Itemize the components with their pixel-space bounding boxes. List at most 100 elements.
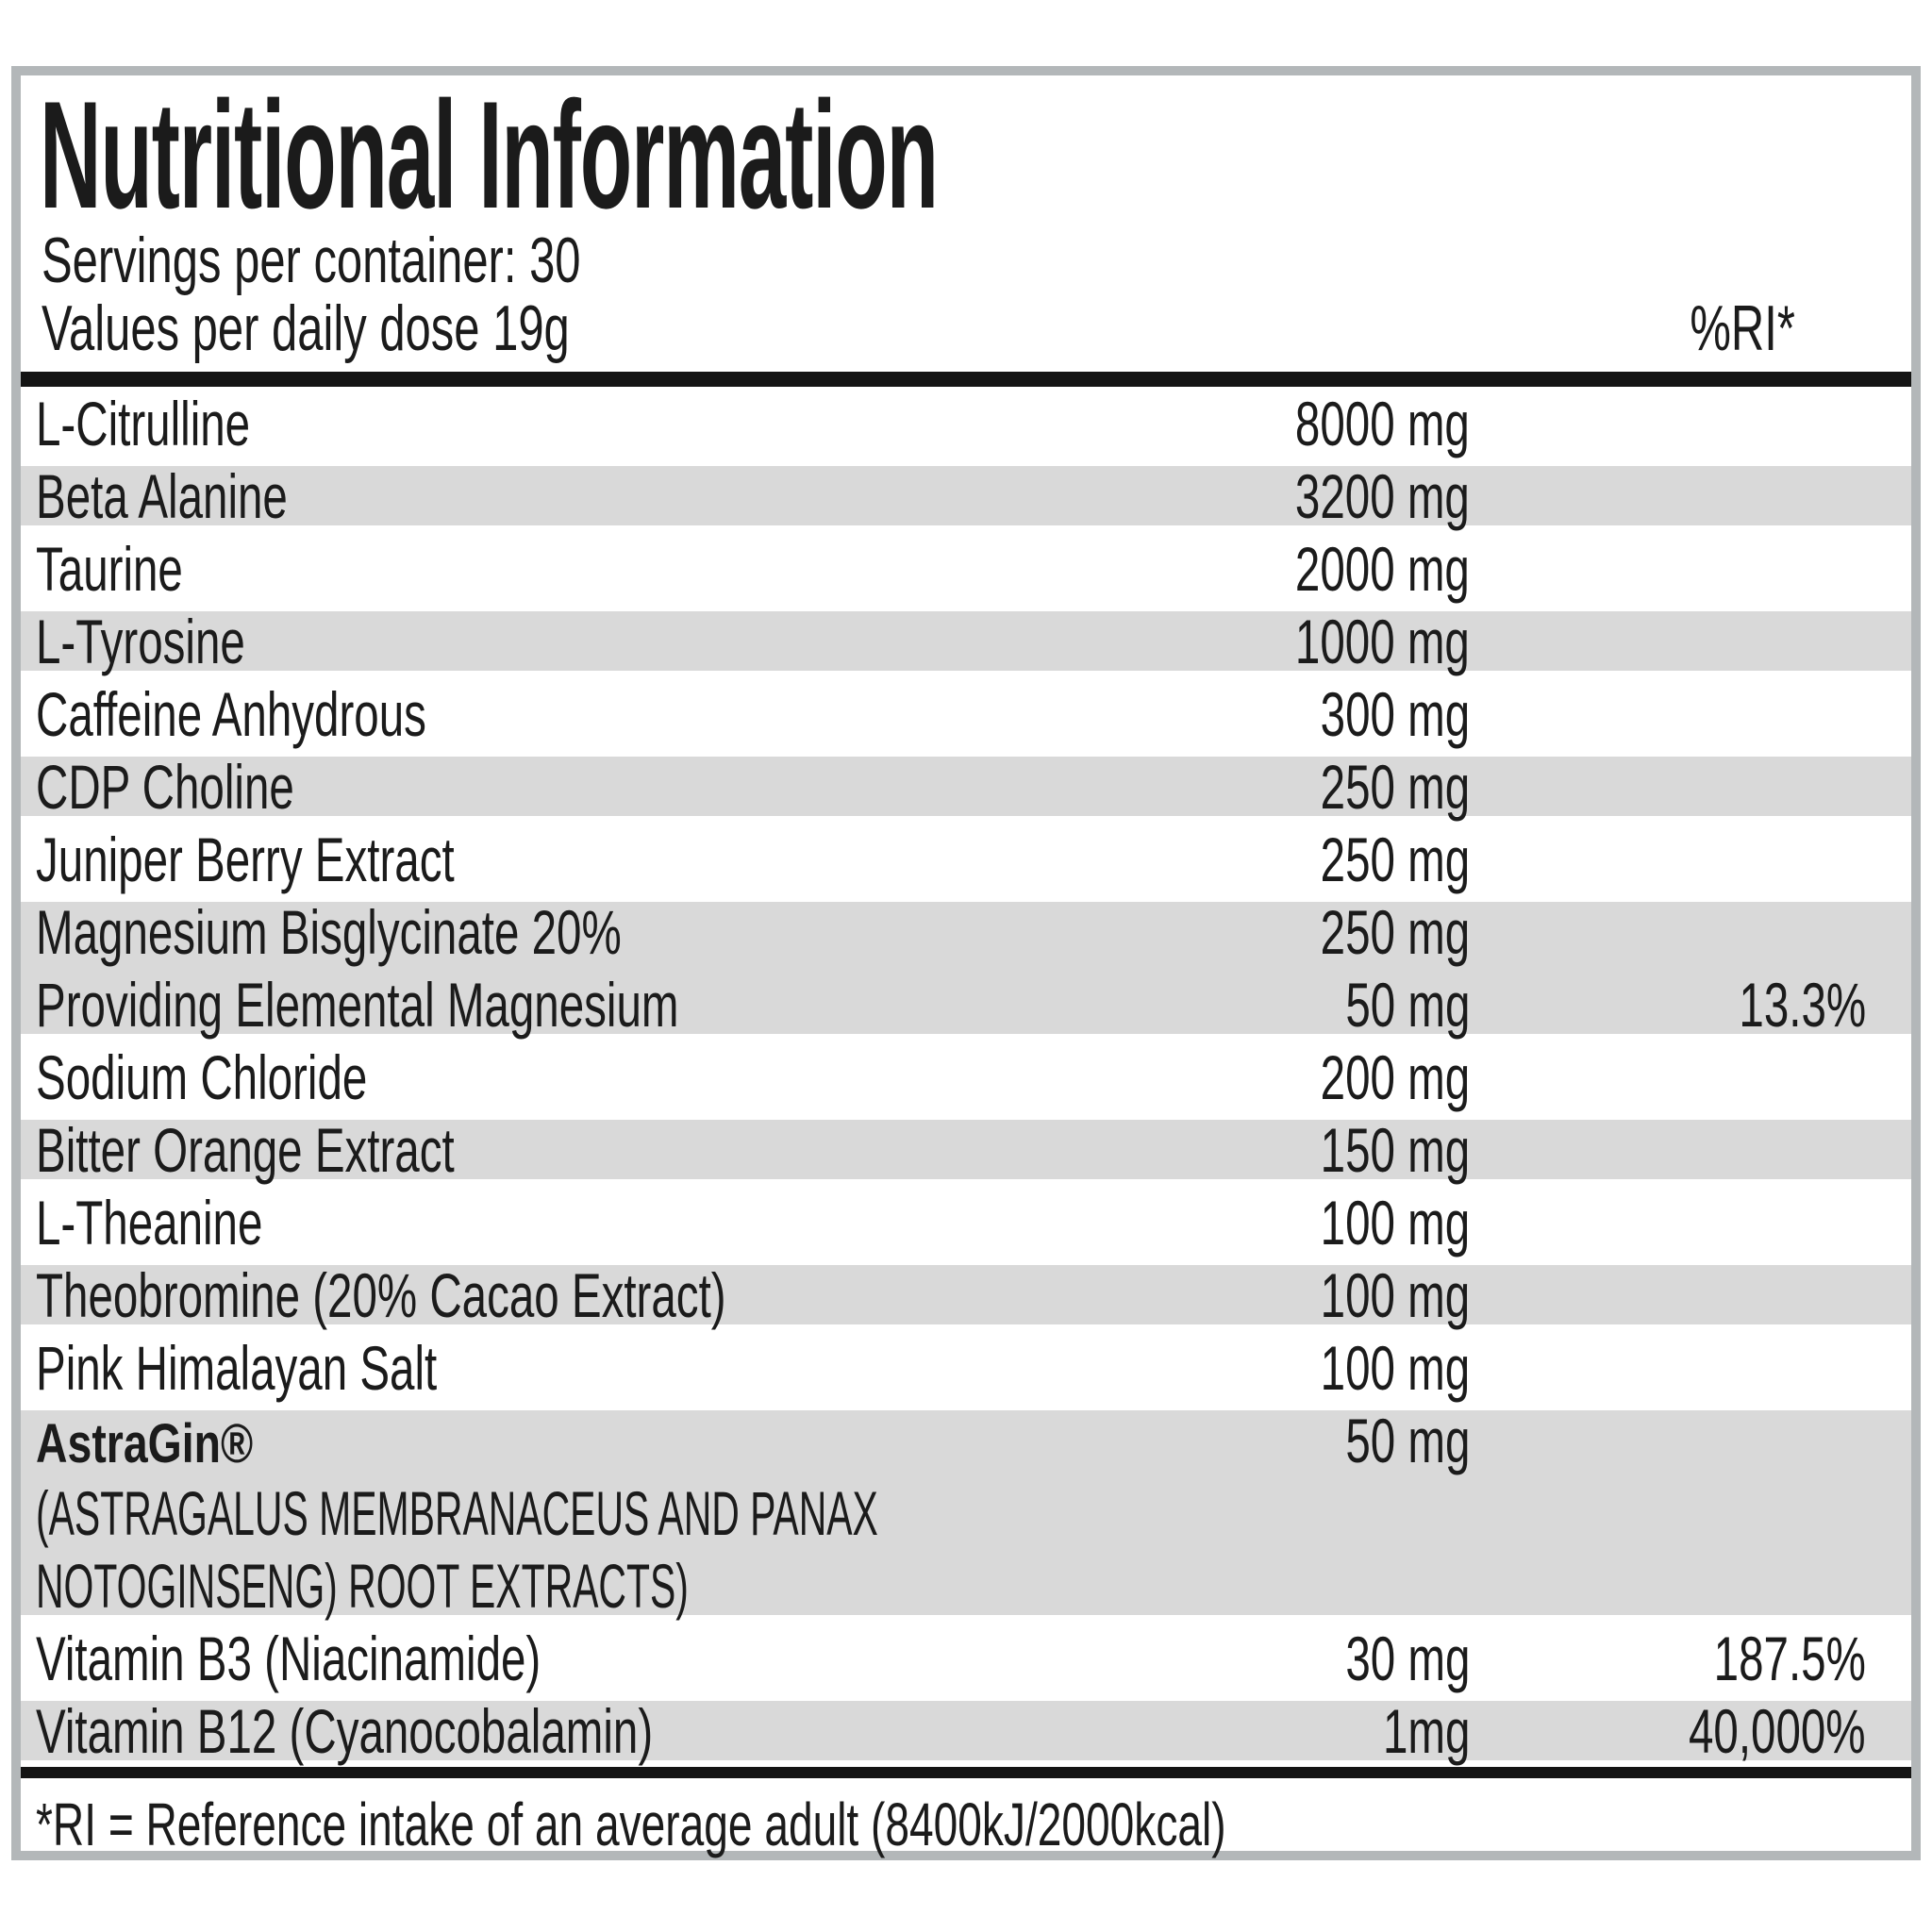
row-group: Theobromine (20% Cacao Extract) 100 mg xyxy=(21,1258,1911,1331)
ingredient-amount: 100 mg xyxy=(1149,1187,1470,1258)
ingredient-amount-text: 30 mg xyxy=(1344,1623,1470,1693)
ingredient-amount-text: 1000 mg xyxy=(1295,606,1470,676)
ingredient-name-text: Bitter Orange Extract xyxy=(36,1114,455,1185)
ingredient-name: Juniper Berry Extract xyxy=(36,824,1149,895)
ingredient-ri xyxy=(1470,1259,1866,1331)
nutrition-label: Nutritional Information Servings per con… xyxy=(11,66,1921,1860)
table-row: Theobromine (20% Cacao Extract) 100 mg xyxy=(21,1258,1911,1331)
nutrition-label-inner: Nutritional Information Servings per con… xyxy=(21,70,1911,1860)
values-line: Values per daily dose 19g %RI* xyxy=(42,294,1911,362)
row-group: AstraGin® 50 mg (ASTRAGALUS MEMBRANACEUS A… xyxy=(21,1404,1911,1622)
ingredient-amount: 3200 mg xyxy=(1149,460,1470,532)
ingredient-name-text: Juniper Berry Extract xyxy=(36,824,455,894)
ingredient-amount: 200 mg xyxy=(1149,1041,1470,1113)
table-row: AstraGin® 50 mg xyxy=(21,1404,1911,1476)
ingredient-amount-text: 50 mg xyxy=(1344,1405,1470,1475)
table-row: L-Tyrosine 1000 mg xyxy=(21,605,1911,677)
ingredient-name-text: AstraGin® xyxy=(36,1412,254,1474)
ingredient-amount: 2000 mg xyxy=(1149,533,1470,605)
ingredient-amount: 1000 mg xyxy=(1149,606,1470,677)
reference-intake-note-text: *RI = Reference intake of an average adu… xyxy=(36,1790,1226,1858)
ingredient-name: (ASTRAGALUS MEMBRANACEUS AND PANAX xyxy=(36,1477,1149,1549)
table-row: Caffeine Anhydrous 300 mg xyxy=(21,677,1911,750)
table-row: Taurine 2000 mg xyxy=(21,532,1911,605)
table-row: Beta Alanine 3200 mg xyxy=(21,459,1911,532)
row-group: Vitamin B12 (Cyanocobalamin) 1mg 40,000% xyxy=(21,1694,1911,1767)
ingredient-ri: 40,000% xyxy=(1470,1695,1866,1767)
row-group: Bitter Orange Extract 150 mg xyxy=(21,1113,1911,1186)
ingredient-amount-text: 50 mg xyxy=(1344,969,1470,1040)
ingredient-ri-text: 187.5% xyxy=(1713,1623,1866,1693)
ingredient-amount: 100 mg xyxy=(1149,1259,1470,1331)
ingredient-ri xyxy=(1470,1041,1866,1113)
ingredient-name: Taurine xyxy=(36,533,1149,605)
ingredient-amount: 250 mg xyxy=(1149,751,1470,823)
table-row: Pink Himalayan Salt 100 mg xyxy=(21,1331,1911,1404)
ingredient-name-text: L-Theanine xyxy=(36,1187,263,1257)
ingredient-name: Magnesium Bisglycinate 20% xyxy=(36,896,1149,968)
page-title: Nutritional Information xyxy=(40,70,1911,241)
ingredient-ri xyxy=(1470,606,1866,677)
ingredient-name: AstraGin® xyxy=(36,1405,1149,1476)
row-group: L-Theanine 100 mg xyxy=(21,1186,1911,1258)
ingredient-name-text: Pink Himalayan Salt xyxy=(36,1332,438,1403)
ingredient-ri xyxy=(1470,824,1866,895)
ingredient-name: Sodium Chloride xyxy=(36,1041,1149,1113)
row-group: Sodium Chloride 200 mg xyxy=(21,1041,1911,1113)
ingredient-amount-text: 250 mg xyxy=(1320,824,1470,894)
ingredient-name: Vitamin B3 (Niacinamide) xyxy=(36,1623,1149,1694)
ingredient-ri xyxy=(1470,533,1866,605)
row-group: Pink Himalayan Salt 100 mg xyxy=(21,1331,1911,1404)
ingredient-amount-text: 150 mg xyxy=(1320,1114,1470,1185)
ingredient-ri xyxy=(1470,1187,1866,1258)
ingredient-name-text: Caffeine Anhydrous xyxy=(36,678,426,749)
row-group: Taurine 2000 mg xyxy=(21,532,1911,605)
ingredient-ri-text: 13.3% xyxy=(1739,969,1866,1040)
ingredient-amount-text: 100 mg xyxy=(1320,1332,1470,1403)
ingredient-amount: 300 mg xyxy=(1149,678,1470,750)
ri-column-header: %RI* xyxy=(1690,292,1795,364)
table-row: L-Theanine 100 mg xyxy=(21,1186,1911,1258)
ingredient-ri xyxy=(1470,1550,1866,1622)
ingredient-name-text: NOTOGINSENG) ROOT EXTRACTS) xyxy=(36,1550,689,1621)
ingredient-amount-text: 2000 mg xyxy=(1295,533,1470,604)
ingredient-name: Bitter Orange Extract xyxy=(36,1114,1149,1186)
ingredient-ri xyxy=(1470,678,1866,750)
row-group: Magnesium Bisglycinate 20% 250 mg Providin… xyxy=(21,895,1911,1041)
ingredient-amount xyxy=(1149,1550,1470,1622)
ingredient-amount-text: 300 mg xyxy=(1320,678,1470,749)
reference-intake-note: *RI = Reference intake of an average adu… xyxy=(36,1791,1911,1857)
ingredient-name-text: L-Tyrosine xyxy=(36,606,245,676)
ingredient-amount-text: 100 mg xyxy=(1320,1259,1470,1330)
ingredient-name: L-Theanine xyxy=(36,1187,1149,1258)
ingredient-name-text: Beta Alanine xyxy=(36,460,288,531)
header-divider-rule xyxy=(21,372,1911,387)
table-row: Juniper Berry Extract 250 mg xyxy=(21,823,1911,895)
ingredient-ri xyxy=(1470,1477,1866,1549)
ingredient-name-text: Taurine xyxy=(36,533,183,604)
ingredient-name-text: Vitamin B3 (Niacinamide) xyxy=(36,1623,541,1693)
table-row: Vitamin B12 (Cyanocobalamin) 1mg 40,000% xyxy=(21,1694,1911,1767)
values-line-text: Values per daily dose 19g xyxy=(42,292,570,364)
ingredient-name-text: Providing Elemental Magnesium xyxy=(36,969,679,1040)
ingredient-rows: L-Citrulline 8000 mg Beta Alanine 3200 mg Ta… xyxy=(21,387,1911,1767)
ingredient-amount-text: 1mg xyxy=(1382,1695,1470,1766)
ingredient-ri xyxy=(1470,751,1866,823)
ingredient-amount: 1mg xyxy=(1149,1695,1470,1767)
ingredient-name: Vitamin B12 (Cyanocobalamin) xyxy=(36,1695,1149,1767)
ingredient-name: Beta Alanine xyxy=(36,460,1149,532)
ingredient-amount: 150 mg xyxy=(1149,1114,1470,1186)
ingredient-name-text: Magnesium Bisglycinate 20% xyxy=(36,896,622,967)
table-row: NOTOGINSENG) ROOT EXTRACTS) xyxy=(21,1549,1911,1622)
page-title-text: Nutritional Information xyxy=(40,70,939,241)
ingredient-name-text: (ASTRAGALUS MEMBRANACEUS AND PANAX xyxy=(36,1477,878,1548)
ingredient-amount: 30 mg xyxy=(1149,1623,1470,1694)
ingredient-ri xyxy=(1470,388,1866,459)
ingredient-amount: 50 mg xyxy=(1149,1405,1470,1476)
ingredient-amount xyxy=(1149,1477,1470,1549)
row-group: Juniper Berry Extract 250 mg xyxy=(21,823,1911,895)
ingredient-name: L-Tyrosine xyxy=(36,606,1149,677)
ingredient-ri xyxy=(1470,896,1866,968)
ingredient-amount-text: 8000 mg xyxy=(1295,388,1470,458)
ingredient-name-text: CDP Choline xyxy=(36,751,294,822)
